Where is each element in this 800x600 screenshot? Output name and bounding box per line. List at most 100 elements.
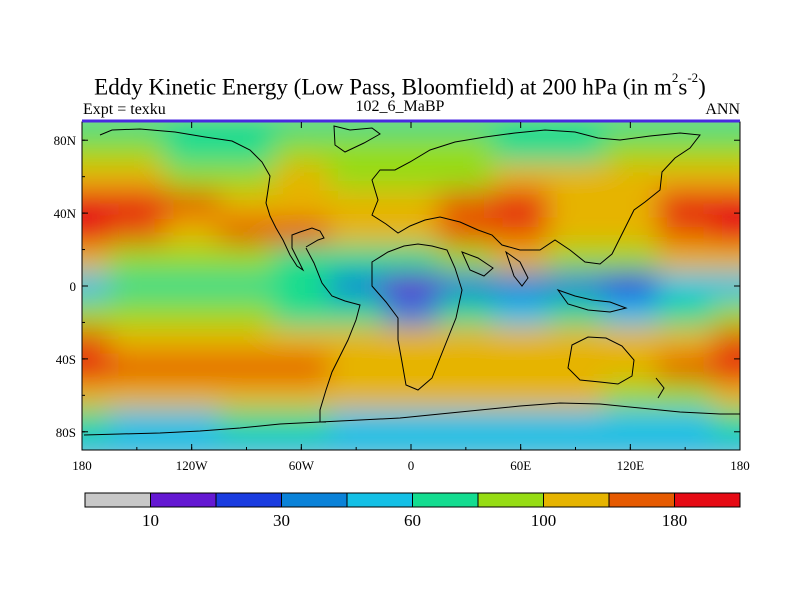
field-cell <box>438 217 494 245</box>
field-cell <box>657 245 713 273</box>
field-cell <box>383 245 439 273</box>
field-cell <box>273 436 329 450</box>
field-cell <box>219 436 274 450</box>
field-cell <box>438 327 494 355</box>
field-cell <box>493 217 549 245</box>
field-cell <box>164 190 220 218</box>
field-cell <box>493 409 549 437</box>
field-cell <box>712 436 740 450</box>
colorbar-swatch <box>543 492 610 508</box>
axis-ticks <box>81 122 741 450</box>
field-cell <box>438 354 494 382</box>
field-cell <box>273 354 329 382</box>
field-cell <box>109 272 165 300</box>
field-cell <box>438 381 494 409</box>
field-cell <box>657 135 713 163</box>
field-cell <box>109 354 165 382</box>
field-cell <box>109 245 165 273</box>
field-cell <box>383 381 439 409</box>
field-cell <box>109 436 165 450</box>
field-cell <box>219 381 274 409</box>
field-cell <box>657 190 713 218</box>
field-cell <box>493 135 549 163</box>
field-cell <box>602 409 658 437</box>
field-cell <box>548 190 603 218</box>
y-tick-label: 40S <box>56 352 76 367</box>
field-cell <box>328 135 384 163</box>
field-cell <box>602 272 658 300</box>
field-cell <box>82 122 110 136</box>
colorbar-swatch <box>477 492 544 508</box>
field-layer <box>82 122 740 450</box>
title-sup-minus2: -2 <box>687 70 699 85</box>
field-cell <box>273 381 329 409</box>
field-cell <box>712 122 740 136</box>
field-cell <box>273 163 329 191</box>
season-label: ANN <box>705 101 740 118</box>
field-cell <box>657 354 713 382</box>
field-cell <box>493 122 549 136</box>
colorbar-swatch <box>281 492 348 508</box>
field-cell <box>712 217 740 245</box>
field-cell <box>602 122 658 136</box>
contour-fill <box>82 122 740 450</box>
field-cell <box>219 190 274 218</box>
field-cell <box>548 436 603 450</box>
field-cell <box>548 299 603 327</box>
colorbar-swatch <box>150 492 217 508</box>
field-cell <box>712 163 740 191</box>
field-cell <box>328 122 384 136</box>
field-cell <box>383 217 439 245</box>
colorbar-swatch <box>346 492 413 508</box>
field-cell <box>328 272 384 300</box>
field-cell <box>383 354 439 382</box>
field-cell <box>109 327 165 355</box>
field-cell <box>383 436 439 450</box>
x-tick-label: 180 <box>72 458 92 473</box>
field-cell <box>548 163 603 191</box>
field-cell <box>493 354 549 382</box>
title-text: Eddy Kinetic Energy (Low Pass, Bloomfiel… <box>94 74 672 100</box>
field-cell <box>712 299 740 327</box>
field-cell <box>383 272 439 300</box>
field-cell <box>273 299 329 327</box>
field-cell <box>273 245 329 273</box>
field-cell <box>548 354 603 382</box>
field-cell <box>493 272 549 300</box>
field-cell <box>219 272 274 300</box>
field-cell <box>602 381 658 409</box>
field-cell <box>82 436 110 450</box>
field-cell <box>328 409 384 437</box>
field-cell <box>602 135 658 163</box>
colorbar: 10 30 60 100 180 <box>84 492 741 530</box>
field-cell <box>219 299 274 327</box>
field-cell <box>602 163 658 191</box>
field-cell <box>164 354 220 382</box>
field-cell <box>493 436 549 450</box>
run-label: 102_6_MaBP <box>355 98 445 115</box>
x-tick-label: 0 <box>408 458 415 473</box>
field-cell <box>548 122 603 136</box>
field-cell <box>657 299 713 327</box>
field-cell <box>438 272 494 300</box>
coastlines <box>83 125 740 436</box>
field-cell <box>548 327 603 355</box>
field-cell <box>109 135 165 163</box>
colorbar-label: 180 <box>662 511 688 530</box>
coastline-australia <box>567 336 635 385</box>
field-cell <box>548 409 603 437</box>
field-cell <box>438 122 494 136</box>
field-cell <box>164 327 220 355</box>
field-cell <box>164 217 220 245</box>
field-cell <box>657 381 713 409</box>
field-cell <box>164 272 220 300</box>
field-cell <box>219 354 274 382</box>
field-cell <box>548 272 603 300</box>
title-close: ) <box>698 74 706 100</box>
field-cell <box>164 135 220 163</box>
field-cell <box>219 135 274 163</box>
field-cell <box>602 436 658 450</box>
colorbar-swatch <box>674 492 741 508</box>
field-cell <box>548 135 603 163</box>
